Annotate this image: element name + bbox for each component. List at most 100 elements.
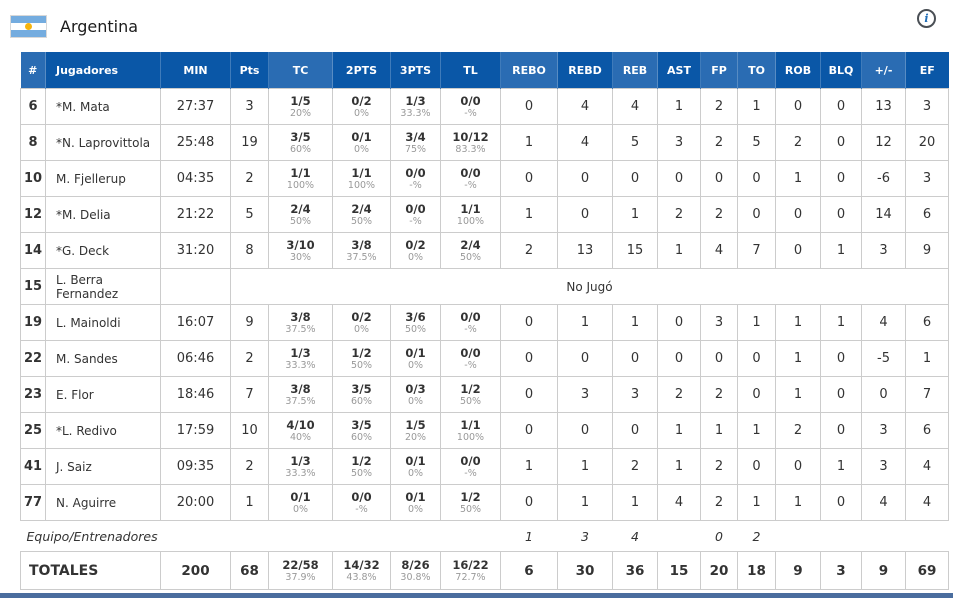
made-attempted: 1/1 xyxy=(351,165,372,180)
col-header-rebo: REBO xyxy=(500,52,558,89)
col-header-blq: BLQ xyxy=(820,52,862,89)
cell-tc: 0/1 0% xyxy=(268,484,333,521)
cell-fp: 2 xyxy=(700,484,738,521)
shot-percentage: 0% xyxy=(407,467,424,479)
info-icon[interactable]: i xyxy=(917,9,936,28)
cell-pts: 10 xyxy=(230,412,269,449)
cell-name: *G. Deck xyxy=(45,232,161,269)
shot-percentage: 37.5% xyxy=(285,323,316,335)
cell-rob: 0 xyxy=(775,232,821,269)
cell-p2: 3/5 60% xyxy=(332,412,391,449)
cell-rob: 2 xyxy=(775,412,821,449)
box-score-table: # Jugadores MIN Pts TC 2PTS 3PTS TL REBO REBD REB A… xyxy=(20,52,949,590)
cell-p3: 0/0 -% xyxy=(390,160,441,197)
cell-ast: 0 xyxy=(657,160,701,197)
cell-num: 6 xyxy=(20,88,46,125)
cell-rob: 0 xyxy=(775,448,821,485)
cell-tl: 0/0 -% xyxy=(440,448,501,485)
made-attempted: 22/58 xyxy=(282,557,319,572)
cell-pts: 2 xyxy=(230,340,269,377)
cell-rebd: 4 xyxy=(557,88,613,125)
cell-ast: 0 xyxy=(657,340,701,377)
cell-fp: 2 xyxy=(700,448,738,485)
cell-rob: 1 xyxy=(775,484,821,521)
team-cell-fp: 0 xyxy=(700,520,738,552)
section-divider-bar xyxy=(0,593,953,598)
cell-blq: 0 xyxy=(820,376,862,413)
made-attempted: 0/0 xyxy=(460,453,481,468)
cell-p3: 0/2 0% xyxy=(390,232,441,269)
cell-pm: 4 xyxy=(861,304,906,341)
cell-rebo: 2 xyxy=(500,232,558,269)
made-attempted: 16/22 xyxy=(452,557,489,572)
cell-pm: -5 xyxy=(861,340,906,377)
totals-cell-p3: 8/26 30.8% xyxy=(390,551,441,590)
cell-name: E. Flor xyxy=(45,376,161,413)
cell-rebd: 13 xyxy=(557,232,613,269)
cell-reb: 0 xyxy=(612,412,658,449)
cell-rebd: 0 xyxy=(557,340,613,377)
cell-rebo: 0 xyxy=(500,376,558,413)
cell-num: 41 xyxy=(20,448,46,485)
shot-percentage: 60% xyxy=(289,143,312,155)
shot-percentage: 50% xyxy=(350,215,373,227)
made-attempted: 4/10 xyxy=(286,417,315,432)
cell-tl: 1/2 50% xyxy=(440,484,501,521)
cell-rob: 1 xyxy=(775,304,821,341)
player-row-25: 25 *L. Redivo 17:59 10 4/10 40% 3/5 60% 1/5 20% 1/… xyxy=(20,412,949,449)
cell-tc: 1/1 100% xyxy=(268,160,333,197)
player-rows: 6 *M. Mata 27:37 3 1/5 20% 0/2 0% 1/3 33.3% 0/0 -% 0… xyxy=(20,88,949,590)
made-attempted: 0/2 xyxy=(405,237,426,252)
col-header-name: Jugadores xyxy=(45,52,161,89)
cell-min: 18:46 xyxy=(160,376,231,413)
cell-p3: 1/3 33.3% xyxy=(390,88,441,125)
cell-rob: 0 xyxy=(775,88,821,125)
shot-percentage: 100% xyxy=(286,179,315,191)
cell-tl: 10/12 83.3% xyxy=(440,124,501,161)
shot-percentage: 72.7% xyxy=(455,571,486,583)
made-attempted: 0/1 xyxy=(405,489,426,504)
made-attempted: 3/10 xyxy=(286,237,315,252)
made-attempted: 2/4 xyxy=(351,201,372,216)
cell-num: 19 xyxy=(20,304,46,341)
shot-percentage: 100% xyxy=(347,179,376,191)
cell-rob: 1 xyxy=(775,160,821,197)
cell-blq: 0 xyxy=(820,484,862,521)
made-attempted: 2/4 xyxy=(290,201,311,216)
shot-percentage: 50% xyxy=(350,467,373,479)
cell-ef: 6 xyxy=(905,412,949,449)
cell-rob: 1 xyxy=(775,376,821,413)
made-attempted: 3/5 xyxy=(351,381,372,396)
cell-name: M. Fjellerup xyxy=(45,160,161,197)
made-attempted: 3/4 xyxy=(405,129,426,144)
totals-cell-tc: 22/58 37.9% xyxy=(268,551,333,590)
cell-pm: 3 xyxy=(861,232,906,269)
player-row-23: 23 E. Flor 18:46 7 3/8 37.5% 3/5 60% 0/3 0% 1/2 50%… xyxy=(20,376,949,413)
cell-to: 5 xyxy=(737,124,776,161)
cell-p2: 3/5 60% xyxy=(332,376,391,413)
cell-rebo: 0 xyxy=(500,412,558,449)
shot-percentage: 50% xyxy=(289,215,312,227)
cell-name: *L. Redivo xyxy=(45,412,161,449)
cell-tl: 0/0 -% xyxy=(440,160,501,197)
cell-to: 0 xyxy=(737,196,776,233)
totals-cell-p2: 14/32 43.8% xyxy=(332,551,391,590)
cell-fp: 2 xyxy=(700,376,738,413)
shot-percentage: 100% xyxy=(456,215,485,227)
cell-rebd: 4 xyxy=(557,124,613,161)
player-row-6: 6 *M. Mata 27:37 3 1/5 20% 0/2 0% 1/3 33.3% 0/0 -% 0… xyxy=(20,88,949,125)
shot-percentage: -% xyxy=(409,179,422,191)
cell-rebd: 1 xyxy=(557,484,613,521)
made-attempted: 1/1 xyxy=(460,417,481,432)
shot-percentage: 33.3% xyxy=(400,107,431,119)
made-attempted: 14/32 xyxy=(343,557,380,572)
cell-ast: 0 xyxy=(657,304,701,341)
cell-pts: 8 xyxy=(230,232,269,269)
player-row-14: 14 *G. Deck 31:20 8 3/10 30% 3/8 37.5% 0/2 0% 2/4 5… xyxy=(20,232,949,269)
shot-percentage: 33.3% xyxy=(285,467,316,479)
col-header-num: # xyxy=(20,52,46,89)
made-attempted: 0/0 xyxy=(405,201,426,216)
cell-tl: 0/0 -% xyxy=(440,340,501,377)
totals-cell-rebo: 6 xyxy=(500,551,558,590)
cell-pm: 4 xyxy=(861,484,906,521)
